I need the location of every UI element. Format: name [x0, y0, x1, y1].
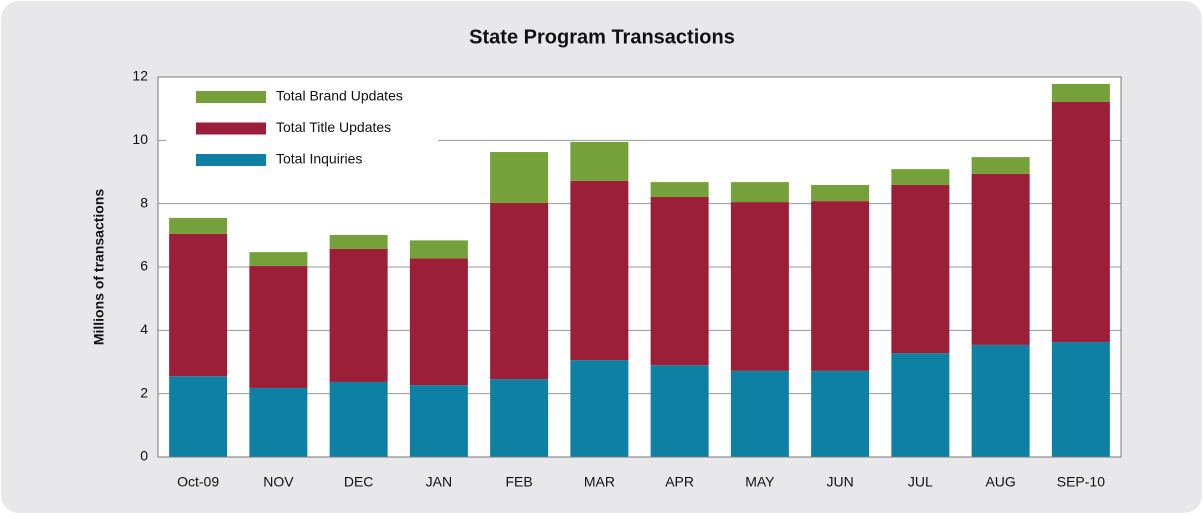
x-tick-label: NOV — [263, 474, 294, 490]
bar-segment — [490, 203, 549, 380]
bar-segment — [409, 258, 468, 386]
legend-label: Total Brand Updates — [276, 88, 403, 104]
bar-segment — [1051, 102, 1110, 343]
y-tick-label: 2 — [140, 384, 148, 400]
y-tick-label: 4 — [140, 321, 148, 337]
bar-segment — [971, 157, 1030, 174]
y-tick-label: 10 — [132, 131, 148, 147]
bar-segment — [329, 235, 388, 249]
bar-segment — [329, 248, 388, 382]
legend-swatch — [196, 122, 266, 135]
y-tick-label: 12 — [132, 68, 148, 84]
bar-segment — [249, 387, 308, 457]
y-axis-label: Millions of transactions — [91, 189, 107, 346]
bar-segment — [570, 360, 629, 457]
legend-label: Total Inquiries — [276, 151, 362, 167]
bar-segment — [730, 202, 789, 371]
plot-border — [157, 76, 1122, 458]
x-tick-label: JUL — [908, 474, 933, 490]
bar-segment — [169, 217, 228, 234]
bar-segment — [811, 184, 870, 202]
x-tick-label: SEP-10 — [1057, 474, 1105, 490]
chart-title: State Program Transactions — [469, 26, 735, 48]
legend-swatch — [196, 154, 266, 166]
bar-segment — [329, 381, 388, 457]
x-tick-label: JUN — [827, 474, 854, 490]
bar-segment — [570, 141, 629, 181]
x-tick-label: APR — [665, 474, 694, 490]
bar-segment — [1051, 83, 1110, 103]
bar-segment — [891, 169, 950, 185]
bar-segment — [730, 370, 789, 457]
bar-segment — [409, 240, 468, 259]
x-tick-label: AUG — [985, 474, 1015, 490]
x-tick-label: Oct-09 — [177, 474, 219, 490]
legend-box — [166, 84, 438, 199]
bar-segment — [811, 201, 870, 371]
x-tick-label: FEB — [506, 474, 533, 490]
bar-segment — [811, 370, 870, 457]
bar-segment — [169, 233, 228, 377]
bar-segment — [490, 152, 549, 204]
bar-segment — [409, 385, 468, 457]
x-tick-label: MAR — [584, 474, 615, 490]
bar-segment — [249, 266, 308, 388]
x-tick-label: DEC — [344, 474, 374, 490]
bar-segment — [891, 184, 950, 354]
legend-label: Total Title Updates — [276, 119, 391, 135]
bar-segment — [650, 365, 709, 457]
y-tick-label: 6 — [140, 258, 148, 274]
bar-segment — [730, 182, 789, 203]
bar-segment — [971, 344, 1030, 457]
legend-swatch — [196, 91, 266, 103]
x-tick-label: MAY — [745, 474, 775, 490]
bar-segment — [1051, 342, 1110, 457]
bar-segment — [650, 182, 709, 198]
bar-segment — [971, 173, 1030, 345]
bar-segment — [891, 353, 950, 457]
bar-segment — [169, 376, 228, 457]
y-tick-label: 0 — [140, 448, 148, 464]
bar-segment — [249, 252, 308, 267]
bar-segment — [650, 197, 709, 366]
bar-segment — [490, 379, 549, 457]
bar-segment — [570, 180, 629, 361]
y-tick-label: 8 — [140, 194, 148, 210]
x-tick-label: JAN — [426, 474, 452, 490]
